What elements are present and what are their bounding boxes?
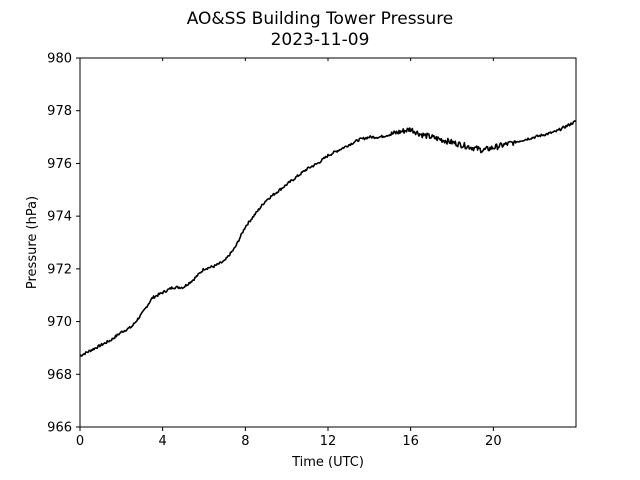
y-tick-label: 978 — [47, 104, 72, 119]
chart-subtitle: 2023-11-09 — [271, 30, 370, 50]
x-tick-label: 0 — [76, 434, 84, 449]
y-tick-label: 972 — [47, 262, 72, 277]
chart-title: AO&SS Building Tower Pressure — [187, 9, 454, 29]
series-layer — [79, 120, 577, 357]
plot-frame — [79, 57, 577, 428]
y-tick-label: 976 — [47, 157, 72, 172]
pressure-series-line — [79, 120, 577, 357]
x-tick-label: 12 — [320, 434, 337, 449]
y-axis-ticks: 966 968 970 972 974 976 978 980 — [47, 52, 80, 436]
x-tick-label: 8 — [241, 434, 249, 449]
y-tick-label: 974 — [47, 210, 72, 225]
y-tick-label: 966 — [47, 421, 72, 436]
y-tick-label: 970 — [47, 315, 72, 330]
x-tick-label: 20 — [485, 434, 502, 449]
y-tick-label: 968 — [47, 368, 72, 383]
x-tick-label: 16 — [402, 434, 419, 449]
x-tick-label: 4 — [159, 434, 167, 449]
x-axis-ticks: 0 4 8 12 16 20 — [76, 58, 502, 449]
x-axis-label: Time (UTC) — [291, 455, 364, 470]
y-axis-label: Pressure (hPa) — [25, 196, 40, 289]
y-tick-label: 980 — [47, 52, 72, 67]
